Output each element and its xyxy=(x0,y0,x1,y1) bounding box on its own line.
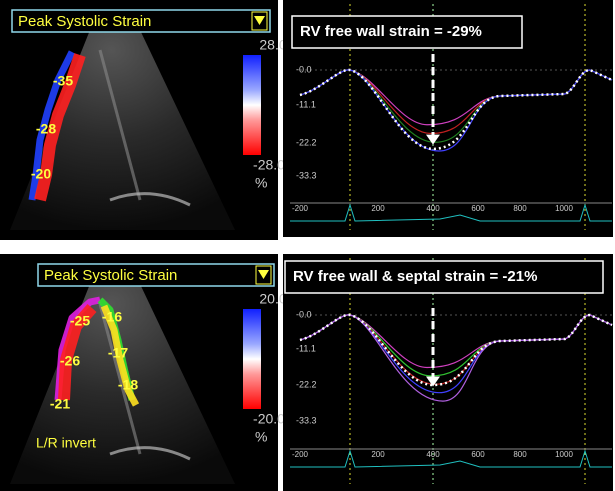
ecg-trace xyxy=(290,449,612,468)
y-axis-label: -33.3 xyxy=(296,415,317,425)
segment-label: -17 xyxy=(108,345,128,361)
x-axis-label: 600 xyxy=(471,450,485,459)
x-axis-label: 200 xyxy=(371,450,385,459)
echo-wall xyxy=(98,49,142,201)
segment-label: -16 xyxy=(102,309,122,325)
segment-label: -26 xyxy=(60,353,80,369)
header-box xyxy=(11,9,271,33)
title-box xyxy=(291,15,523,49)
scale-min: -28.0 xyxy=(253,157,285,173)
scale-unit: % xyxy=(255,175,267,191)
y-axis-label: -22.2 xyxy=(296,137,317,147)
scale-min: -20.0 xyxy=(253,411,285,427)
header-box xyxy=(37,263,275,287)
y-axis-label: -11.1 xyxy=(296,343,316,353)
dropdown-arrow xyxy=(258,270,269,279)
x-axis-label: 200 xyxy=(371,204,385,213)
segment-label: -20 xyxy=(31,166,51,182)
peak-arrowhead xyxy=(426,376,440,387)
x-axis-label: 1000 xyxy=(555,450,573,459)
strain-trace xyxy=(34,53,86,202)
strain-curve xyxy=(299,68,613,151)
scale-max: 28.0 xyxy=(259,37,286,53)
header-title: Peak Systolic Strain xyxy=(18,13,151,30)
y-axis-label: -22.2 xyxy=(296,379,317,389)
strain-trace xyxy=(100,304,140,407)
x-axis-label: -200 xyxy=(292,450,309,459)
strain-trace xyxy=(28,50,76,201)
peak-arrowhead xyxy=(426,134,440,145)
x-axis-label: 1000 xyxy=(555,204,573,213)
dropdown-arrow xyxy=(254,16,265,25)
x-axis-label: 400 xyxy=(426,204,440,213)
y-axis-label: -11.1 xyxy=(296,99,316,109)
strain-curve xyxy=(299,314,613,402)
echo-valve xyxy=(109,446,191,461)
segment-label: -35 xyxy=(53,73,73,89)
echo-valve xyxy=(109,192,191,207)
y-axis-label: -0.0 xyxy=(296,64,312,74)
x-axis-label: 600 xyxy=(471,204,485,213)
x-axis-label: 800 xyxy=(513,204,527,213)
y-axis-label: -0.0 xyxy=(296,309,312,319)
scale-max: 20.0 xyxy=(259,291,286,307)
echo-wall xyxy=(98,303,142,455)
segment-label: -25 xyxy=(70,313,90,329)
title-box xyxy=(284,260,604,294)
plot-title: RV free wall & septal strain = -21% xyxy=(293,268,537,285)
x-axis-label: 800 xyxy=(513,450,527,459)
scale-unit: % xyxy=(255,429,267,445)
segment-label: -21 xyxy=(50,396,70,412)
y-axis-label: -33.3 xyxy=(296,170,317,180)
plot-title: RV free wall strain = -29% xyxy=(300,23,482,40)
invert-label: L/R invert xyxy=(36,435,96,451)
segment-label: -28 xyxy=(36,121,56,137)
header-title: Peak Systolic Strain xyxy=(44,267,177,284)
ecg-trace xyxy=(290,203,612,222)
strain-trace xyxy=(58,304,97,401)
x-axis-label: 400 xyxy=(426,450,440,459)
color-bar xyxy=(243,55,261,155)
color-bar xyxy=(243,309,261,409)
x-axis-label: -200 xyxy=(292,204,309,213)
segment-label: -18 xyxy=(118,377,138,393)
